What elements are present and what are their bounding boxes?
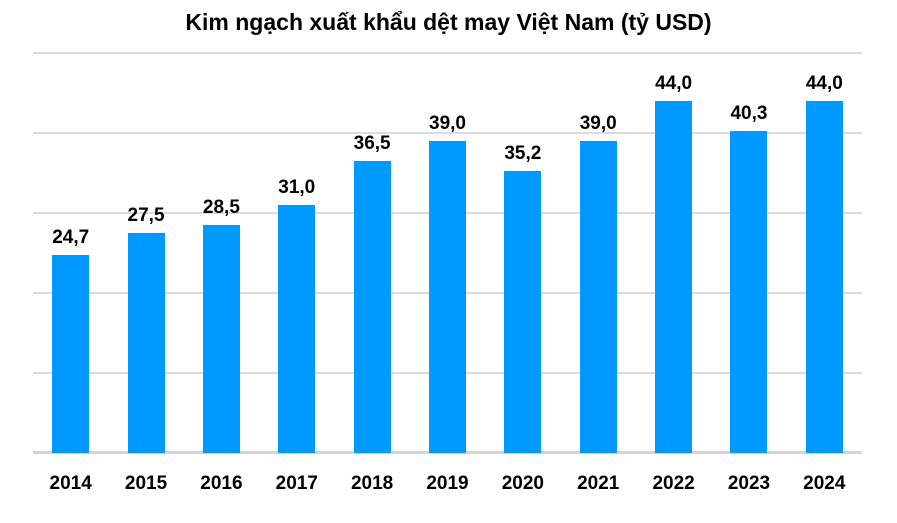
bar-value-label: 36,5 xyxy=(353,133,391,154)
bar-value-label: 35,2 xyxy=(504,143,542,165)
x-axis-label: 2015 xyxy=(124,473,168,494)
bar-value-label: 27,5 xyxy=(127,205,165,226)
bar-value-label: 44,0 xyxy=(655,73,693,94)
x-axis-label: 2022 xyxy=(652,473,695,494)
x-axis-label: 2016 xyxy=(200,473,243,494)
bar-value-label: 39,0 xyxy=(429,113,466,134)
bar-value-label: 40,3 xyxy=(730,102,768,124)
bar xyxy=(805,101,843,453)
x-axis-label: 2024 xyxy=(803,473,846,494)
bar xyxy=(127,233,165,453)
bar-value-label: 31,0 xyxy=(278,177,316,198)
chart-title: Kim ngạch xuất khẩu dệt may Việt Nam (tỷ… xyxy=(185,9,712,35)
x-axis-label: 2023 xyxy=(727,473,771,494)
bar-value-label: 39,0 xyxy=(579,113,617,134)
bar xyxy=(278,205,316,453)
bar-value-label: 28,5 xyxy=(202,197,240,218)
bar xyxy=(353,161,391,453)
gridline xyxy=(33,132,862,134)
bar xyxy=(429,141,466,453)
bar-value-label: 44,0 xyxy=(805,73,843,94)
x-axis-label: 2021 xyxy=(577,473,620,494)
plot-area: 24,7 27,5 28,5 31,0 36,5 39,0 35,2 39,0 44,0 40,3… xyxy=(33,52,862,454)
bar xyxy=(655,101,693,453)
bar xyxy=(504,171,542,453)
bar-value-label: 24,7 xyxy=(52,227,90,249)
bar xyxy=(579,141,617,453)
bar xyxy=(52,255,90,453)
x-axis-label: 2014 xyxy=(49,473,92,494)
x-axis-label: 2020 xyxy=(501,473,544,494)
x-axis: 2014 2015 2016 2017 2018 2019 2020 2021 2022 2023… xyxy=(33,464,862,504)
x-axis-label: 2017 xyxy=(275,473,318,494)
bar xyxy=(202,225,240,453)
x-axis-label: 2018 xyxy=(350,473,394,494)
x-axis-label: 2019 xyxy=(426,473,469,494)
bar xyxy=(730,130,768,453)
gridline xyxy=(33,52,862,54)
